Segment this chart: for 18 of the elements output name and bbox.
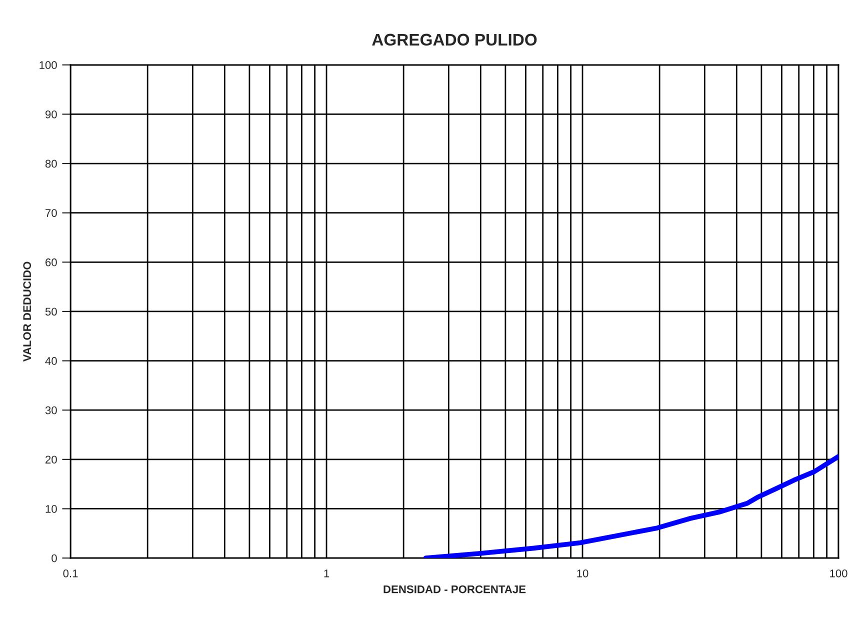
y-tick-label: 30	[45, 406, 57, 414]
x-tick-label: 100	[830, 569, 848, 578]
y-tick-label: 80	[45, 160, 57, 168]
y-tick-label: 10	[46, 505, 57, 513]
x-tick-label: 0.1	[63, 569, 78, 578]
y-tick-label: 60	[46, 258, 57, 266]
y-tick-label: 20	[46, 456, 57, 464]
y-tick-label: 90	[45, 110, 57, 118]
x-tick-label: 1	[324, 570, 330, 578]
x-tick-label: 10	[577, 569, 588, 578]
y-axis-title: VALOR DEDUCIDO	[23, 262, 32, 362]
y-tick-label: 50	[45, 308, 57, 316]
y-tick-label: 40	[45, 357, 57, 365]
y-tick-label: 0	[52, 554, 57, 562]
x-axis-title: DENSIDAD - PORCENTAJE	[384, 585, 526, 594]
y-tick-label: 70	[46, 209, 57, 217]
chart-title: AGREGADO PULIDO	[372, 34, 537, 46]
y-tick-label: 100	[40, 61, 57, 70]
